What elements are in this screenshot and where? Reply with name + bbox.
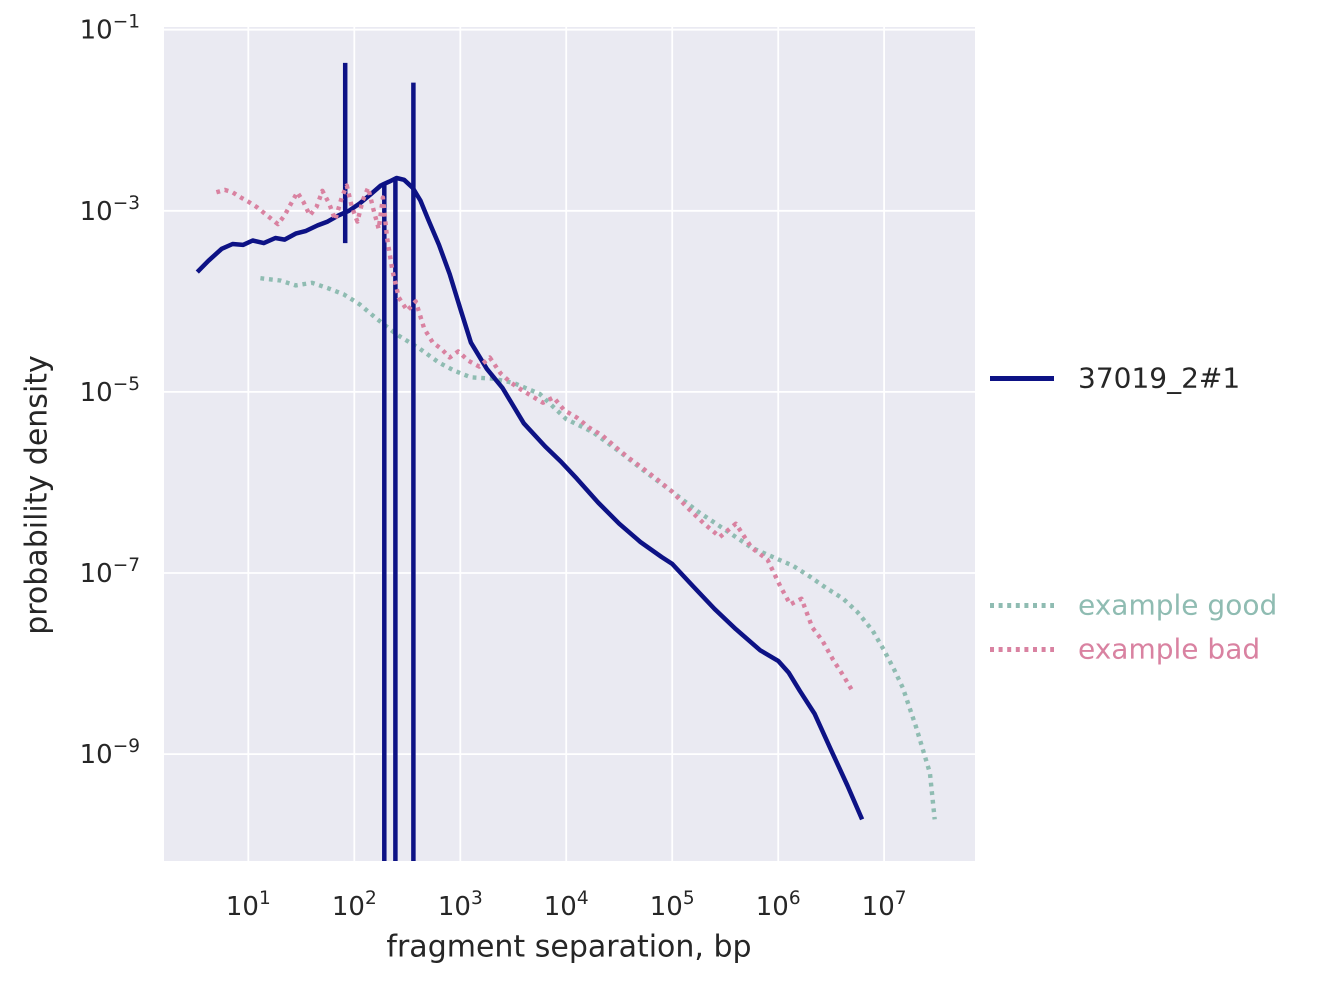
- y-tick-label: 10−9: [80, 736, 140, 770]
- y-tick-label: 10−1: [80, 12, 140, 46]
- legend-label: example good: [1078, 588, 1278, 622]
- legend-entry-example-good: example good: [988, 589, 1277, 622]
- y-tick-label: 10−3: [80, 193, 140, 227]
- y-axis-label: probability density: [19, 355, 55, 635]
- x-tick-label: 103: [438, 888, 483, 922]
- x-tick-label: 102: [332, 888, 377, 922]
- x-tick-label: 106: [756, 888, 801, 922]
- legend-label: 37019_2#1: [1078, 361, 1241, 395]
- series-example good: [260, 276, 937, 820]
- legend-line-sample-icon: [990, 375, 1054, 381]
- x-tick-label: 107: [862, 888, 907, 922]
- x-tick-label: 104: [544, 888, 589, 922]
- plot-area: [164, 27, 975, 861]
- legend-line-good-icon: [990, 602, 1054, 608]
- legend-entry-example-bad: example bad: [988, 633, 1260, 666]
- legend-line-bad-icon: [990, 646, 1054, 652]
- x-tick-label: 105: [650, 888, 695, 922]
- series-37019_2#1: [195, 175, 865, 821]
- x-tick-label: 101: [226, 888, 271, 922]
- y-tick-label: 10−5: [80, 374, 140, 408]
- legend-entry-37019_2#1: 37019_2#1: [988, 362, 1240, 395]
- y-tick-label: 10−7: [80, 555, 140, 589]
- series-example bad: [215, 183, 856, 694]
- x-axis-label: fragment separation, bp: [386, 929, 752, 965]
- legend-label: example bad: [1078, 632, 1261, 666]
